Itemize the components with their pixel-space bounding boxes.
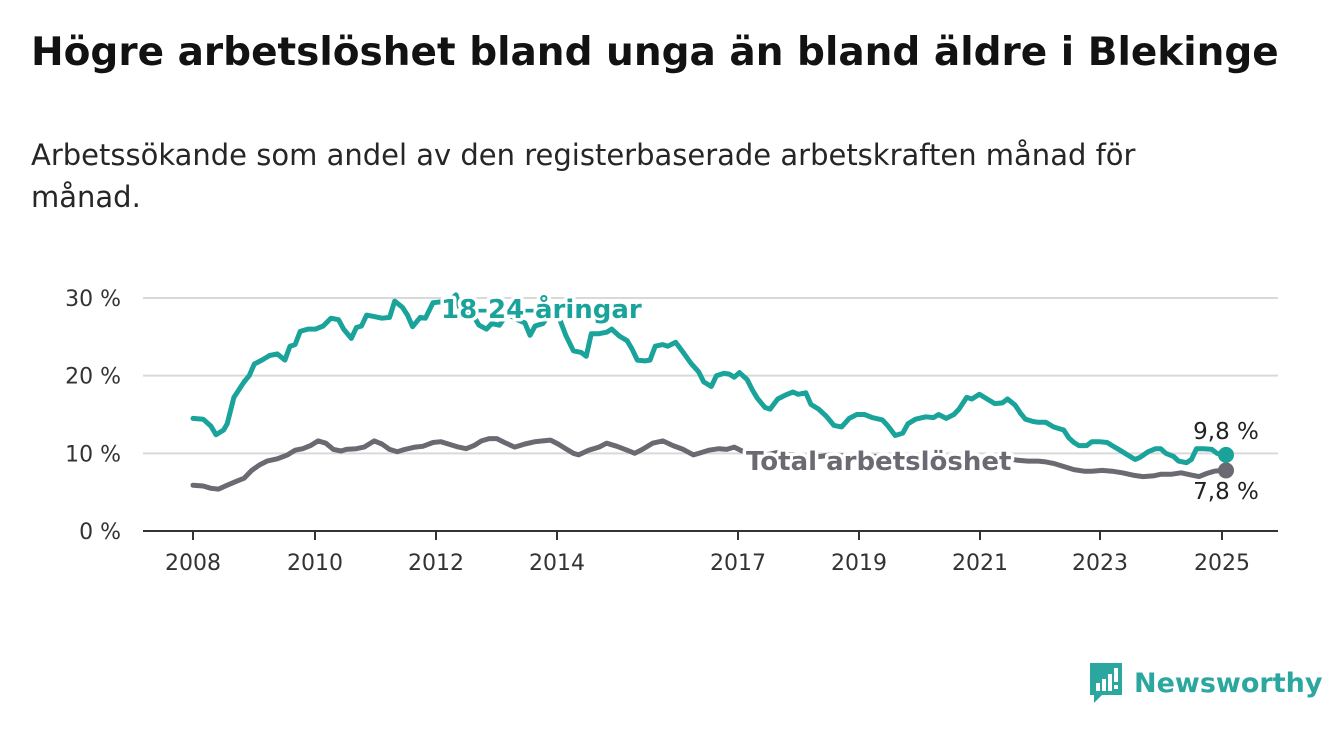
x-tick-label: 2008 (165, 551, 221, 576)
newsworthy-logo-icon (1090, 663, 1122, 703)
x-tick-label: 2012 (408, 551, 464, 576)
chart-title: Högre arbetslöshet bland unga än bland ä… (31, 30, 1279, 75)
x-axis: 2008 2010 2012 2014 2017 2019 2021 2023 2025 (143, 530, 1278, 576)
line-chart: 0 % 10 % 20 % 30 % 2008 2010 2012 2014 2017 2019… (65, 287, 1278, 576)
y-tick-label: 20 % (65, 365, 121, 390)
x-tick-label: 2025 (1194, 551, 1250, 576)
brand-name: Newsworthy (1134, 667, 1323, 699)
series-end-dot (1218, 462, 1234, 479)
x-tick-label: 2023 (1072, 551, 1128, 576)
series-lines (190, 292, 1234, 492)
series-line (190, 436, 1225, 492)
gridlines (143, 297, 1278, 455)
x-tick-label: 2010 (287, 551, 343, 576)
series-end-dot (1218, 446, 1234, 463)
y-tick-label: 10 % (65, 442, 121, 467)
end-value-youth: 9,8 % (1193, 419, 1259, 445)
x-tick-label: 2021 (952, 551, 1008, 576)
end-value-total: 7,8 % (1193, 479, 1259, 505)
series-line (190, 292, 1225, 466)
x-tick-label: 2017 (710, 551, 766, 576)
y-tick-label: 30 % (65, 287, 121, 312)
x-tick-label: 2014 (529, 551, 585, 576)
series-labels: 18-24-åringar Total arbetslöshet 9,8 % 7,8 … (438, 290, 1259, 506)
y-axis-ticks: 0 % 10 % 20 % 30 % (65, 287, 121, 545)
newsworthy-brand: Newsworthy (1088, 660, 1322, 706)
series-label-youth: 18-24-åringar (441, 293, 642, 325)
x-tick-label: 2019 (831, 551, 887, 576)
series-label-total: Total arbetslöshet (746, 447, 1011, 477)
chart-subtitle: Arbetssökande som andel av den registerb… (31, 138, 1136, 214)
y-tick-label: 0 % (79, 520, 121, 545)
